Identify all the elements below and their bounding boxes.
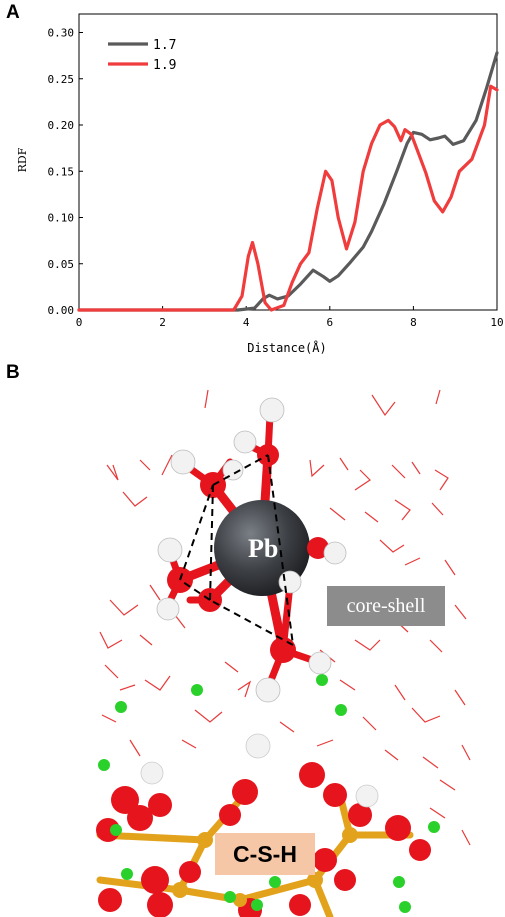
series-line-1.9 [77, 84, 499, 312]
x-tick-label: 2 [159, 316, 166, 329]
rdf-chart: 0 2 4 6 8 100.000.050.100.150.200.250.30 1.71… [16, 13, 504, 355]
y-axis-label: RDF [16, 147, 29, 172]
plot-area-frame [78, 13, 498, 311]
chart-ticks: 0 2 4 6 8 10 0.00 0.05 0.10 0.15 0.20 0.25 0.30 [48, 27, 504, 330]
calcium-ions [115, 674, 347, 716]
x-tick-label: 6 [326, 316, 333, 329]
y-tick-label: 0.00 [48, 304, 75, 317]
y-tick-label: 0.10 [48, 212, 75, 225]
chart-legend: 1.71.9 [108, 38, 176, 73]
pb-label: Pb [248, 534, 279, 563]
y-tick-label: 0.20 [48, 119, 75, 132]
chart-series [77, 51, 499, 312]
legend-label-1.9: 1.9 [153, 58, 176, 73]
panel-label-a: A [6, 2, 20, 23]
panel-label-b: B [6, 362, 20, 383]
x-tick-label: 4 [243, 316, 250, 329]
y-tick-label: 0.25 [48, 73, 75, 86]
x-tick-label: 10 [490, 316, 503, 329]
x-axis-label: Distance(Å) [247, 340, 326, 355]
x-tick-label: 8 [410, 316, 417, 329]
core-shell-label: core-shell [327, 586, 445, 626]
chart-frame [78, 13, 498, 311]
csh-substrate [96, 733, 440, 917]
y-tick-label: 0.15 [48, 165, 75, 178]
legend-label-1.7: 1.7 [153, 38, 176, 53]
y-tick-label: 0.30 [48, 27, 75, 40]
series-line-1.7 [77, 51, 499, 312]
y-tick-label: 0.05 [48, 258, 75, 271]
csh-label: C-S-H [215, 833, 315, 875]
x-tick-label: 0 [76, 316, 83, 329]
